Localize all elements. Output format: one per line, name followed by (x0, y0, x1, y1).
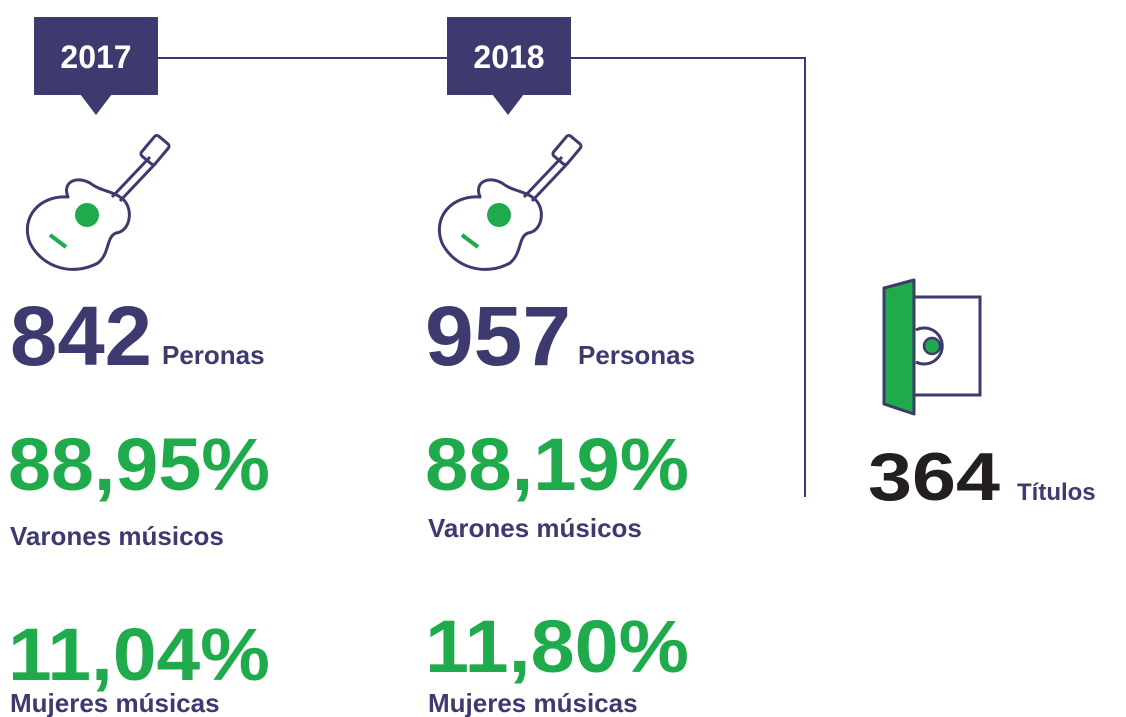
count-label: Peronas (162, 340, 265, 370)
titles-label: Títulos (1017, 479, 1096, 506)
men-pct: 88,95% (8, 423, 270, 506)
titles-block: 364 Títulos (868, 278, 1096, 515)
count: 842 (10, 289, 152, 383)
women-label: Mujeres músicas (428, 688, 638, 717)
men-label: Varones músicos (428, 513, 642, 543)
disc-icon (882, 278, 982, 416)
year-pointer (492, 94, 524, 115)
year: 2017 (60, 39, 131, 75)
year-pointer (80, 94, 112, 115)
year-box (34, 17, 158, 95)
timeline (158, 57, 806, 497)
men-label: Varones músicos (10, 521, 224, 551)
guitar-icon (437, 133, 583, 271)
women-pct: 11,04% (8, 613, 270, 696)
column-2018: 2018 957 Personas 88,19% Varones músicos… (425, 17, 695, 717)
women-pct: 11,80% (425, 605, 689, 688)
count: 957 (425, 289, 571, 383)
guitar-icon (25, 133, 171, 271)
women-label: Mujeres músicas (10, 688, 220, 717)
count-label: Personas (578, 340, 695, 370)
year: 2018 (473, 39, 544, 75)
column-2017: 2017 842 Peronas 88,95% Varones músicos … (8, 17, 270, 717)
men-pct: 88,19% (425, 423, 689, 506)
titles-count: 364 (868, 439, 1000, 515)
year-box (447, 17, 571, 95)
